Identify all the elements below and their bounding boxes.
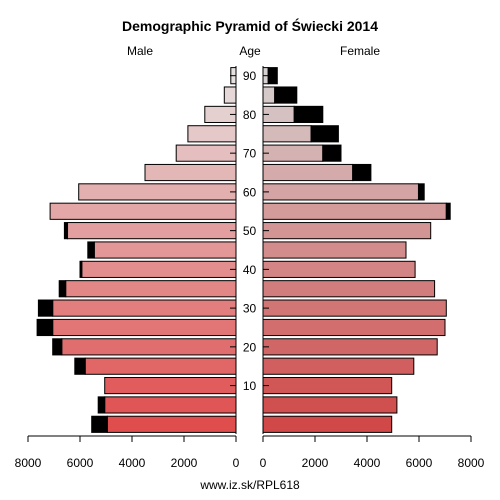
age-tick-label: 10 [243,379,257,393]
male-bar [49,202,237,220]
male-bar [223,86,237,104]
male-axis-ticks: 8000 6000 4000 2000 0 [15,436,240,470]
female-bar [262,318,446,337]
female-excess-bar [352,163,372,182]
male-bar [144,163,237,182]
female-excess-bar [322,144,342,162]
female-tick-label: 0 [260,456,267,470]
female-excess-bar [445,202,451,220]
female-bar [262,357,415,375]
female-bar [262,86,276,104]
female-tick-label: 4000 [354,456,381,470]
age-tick-label: 40 [243,263,257,277]
age-label: Age [239,44,261,58]
male-bar [78,183,237,201]
age-axis-ticks: 10 20 30 40 50 60 70 80 90 [230,69,269,393]
female-bar [262,183,419,201]
female-bar [262,241,407,259]
male-excess-bar [36,318,54,337]
female-excess-bar [274,86,298,104]
male-excess-bar [79,260,83,278]
male-excess-bar [97,396,106,414]
male-excess-bar [58,280,67,298]
female-bars [262,67,451,433]
male-bar [104,376,237,395]
age-tick-label: 80 [243,108,257,122]
male-bar [106,415,237,433]
male-bar [65,280,237,298]
male-bar [84,357,237,375]
footer-source: www.iz.sk/RPL618 [199,478,300,492]
female-bar [262,222,432,240]
male-bar [104,396,237,414]
male-excess-bar [87,241,95,259]
age-tick-label: 50 [243,224,257,238]
female-tick-label: 8000 [458,456,485,470]
male-bar [81,260,237,278]
female-label: Female [340,44,380,58]
male-bar [61,338,237,356]
female-tick-label: 2000 [302,456,329,470]
female-excess-bar [310,125,339,143]
male-tick-label: 0 [233,456,240,470]
male-bar [52,318,237,337]
age-tick-label: 70 [243,147,257,161]
male-excess-bar [63,222,69,240]
female-excess-bar [267,67,278,85]
female-bar [262,125,312,143]
male-tick-label: 2000 [171,456,198,470]
age-tick-label: 20 [243,340,257,354]
male-tick-label: 8000 [15,456,42,470]
age-tick-label: 60 [243,185,257,199]
female-bar [262,338,438,356]
male-bars [36,67,237,433]
male-excess-bar [74,357,86,375]
female-bar [262,299,447,317]
female-bar [262,260,416,278]
female-bar [262,396,398,414]
male-bar [52,299,237,317]
male-bar [175,144,237,162]
age-tick-label: 30 [243,302,257,316]
male-bar [93,241,237,259]
female-bar [262,376,393,395]
male-tick-label: 6000 [67,456,94,470]
female-bar [262,202,447,220]
female-bar [262,280,436,298]
female-excess-bar [417,183,425,201]
male-excess-bar [37,299,54,317]
chart-title: Demographic Pyramid of Świecki 2014 [122,17,378,34]
female-bar [262,163,354,182]
male-tick-label: 4000 [119,456,146,470]
female-excess-bar [293,105,324,124]
age-tick-label: 90 [243,69,257,83]
female-bar [262,144,324,162]
female-tick-label: 6000 [406,456,433,470]
male-bar [187,125,237,143]
female-axis-ticks: 0 2000 4000 6000 8000 [260,436,485,470]
female-bar [262,415,393,433]
male-excess-bar [52,338,63,356]
male-excess-bar [91,415,108,433]
male-label: Male [127,44,153,58]
male-bar [67,222,237,240]
